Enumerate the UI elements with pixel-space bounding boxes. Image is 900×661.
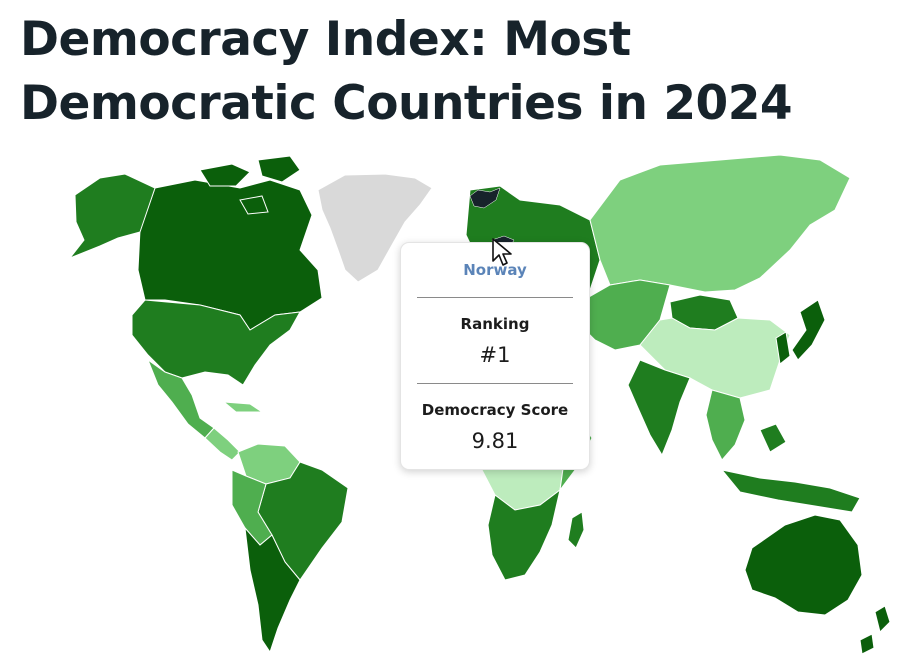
region-svalbard[interactable] — [469, 187, 501, 209]
tooltip-score-label: Democracy Score — [421, 401, 569, 419]
tooltip-score-value: 9.81 — [471, 429, 519, 453]
tooltip-divider — [417, 383, 573, 384]
country-china[interactable] — [639, 317, 791, 399]
country-russia[interactable] — [589, 154, 851, 293]
country-australia[interactable] — [744, 514, 863, 616]
country-new-zealand[interactable] — [859, 605, 891, 655]
region-southern-africa[interactable] — [487, 488, 561, 581]
tooltip-ranking-label: Ranking — [460, 315, 530, 333]
mouse-cursor-icon — [492, 238, 512, 266]
region-arctic-islands[interactable] — [199, 155, 301, 215]
country-madagascar[interactable] — [567, 511, 585, 549]
country-usa-alaska[interactable] — [68, 173, 156, 260]
region-southern-cone[interactable] — [244, 526, 301, 654]
region-korea-japan[interactable] — [775, 299, 826, 365]
country-greenland[interactable] — [317, 173, 433, 283]
tooltip-country-name: Norway — [463, 261, 527, 279]
tooltip-divider — [417, 297, 573, 298]
tooltip-ranking-value: #1 — [479, 343, 511, 367]
country-tooltip: Norway Ranking #1 Democracy Score 9.81 — [400, 242, 590, 470]
page-title: Democracy Index: Most Democratic Countri… — [20, 12, 793, 131]
country-india[interactable] — [627, 359, 691, 457]
region-maritime-asia[interactable] — [720, 423, 861, 513]
region-southeast-asia[interactable] — [705, 389, 746, 461]
country-usa[interactable] — [131, 299, 301, 386]
